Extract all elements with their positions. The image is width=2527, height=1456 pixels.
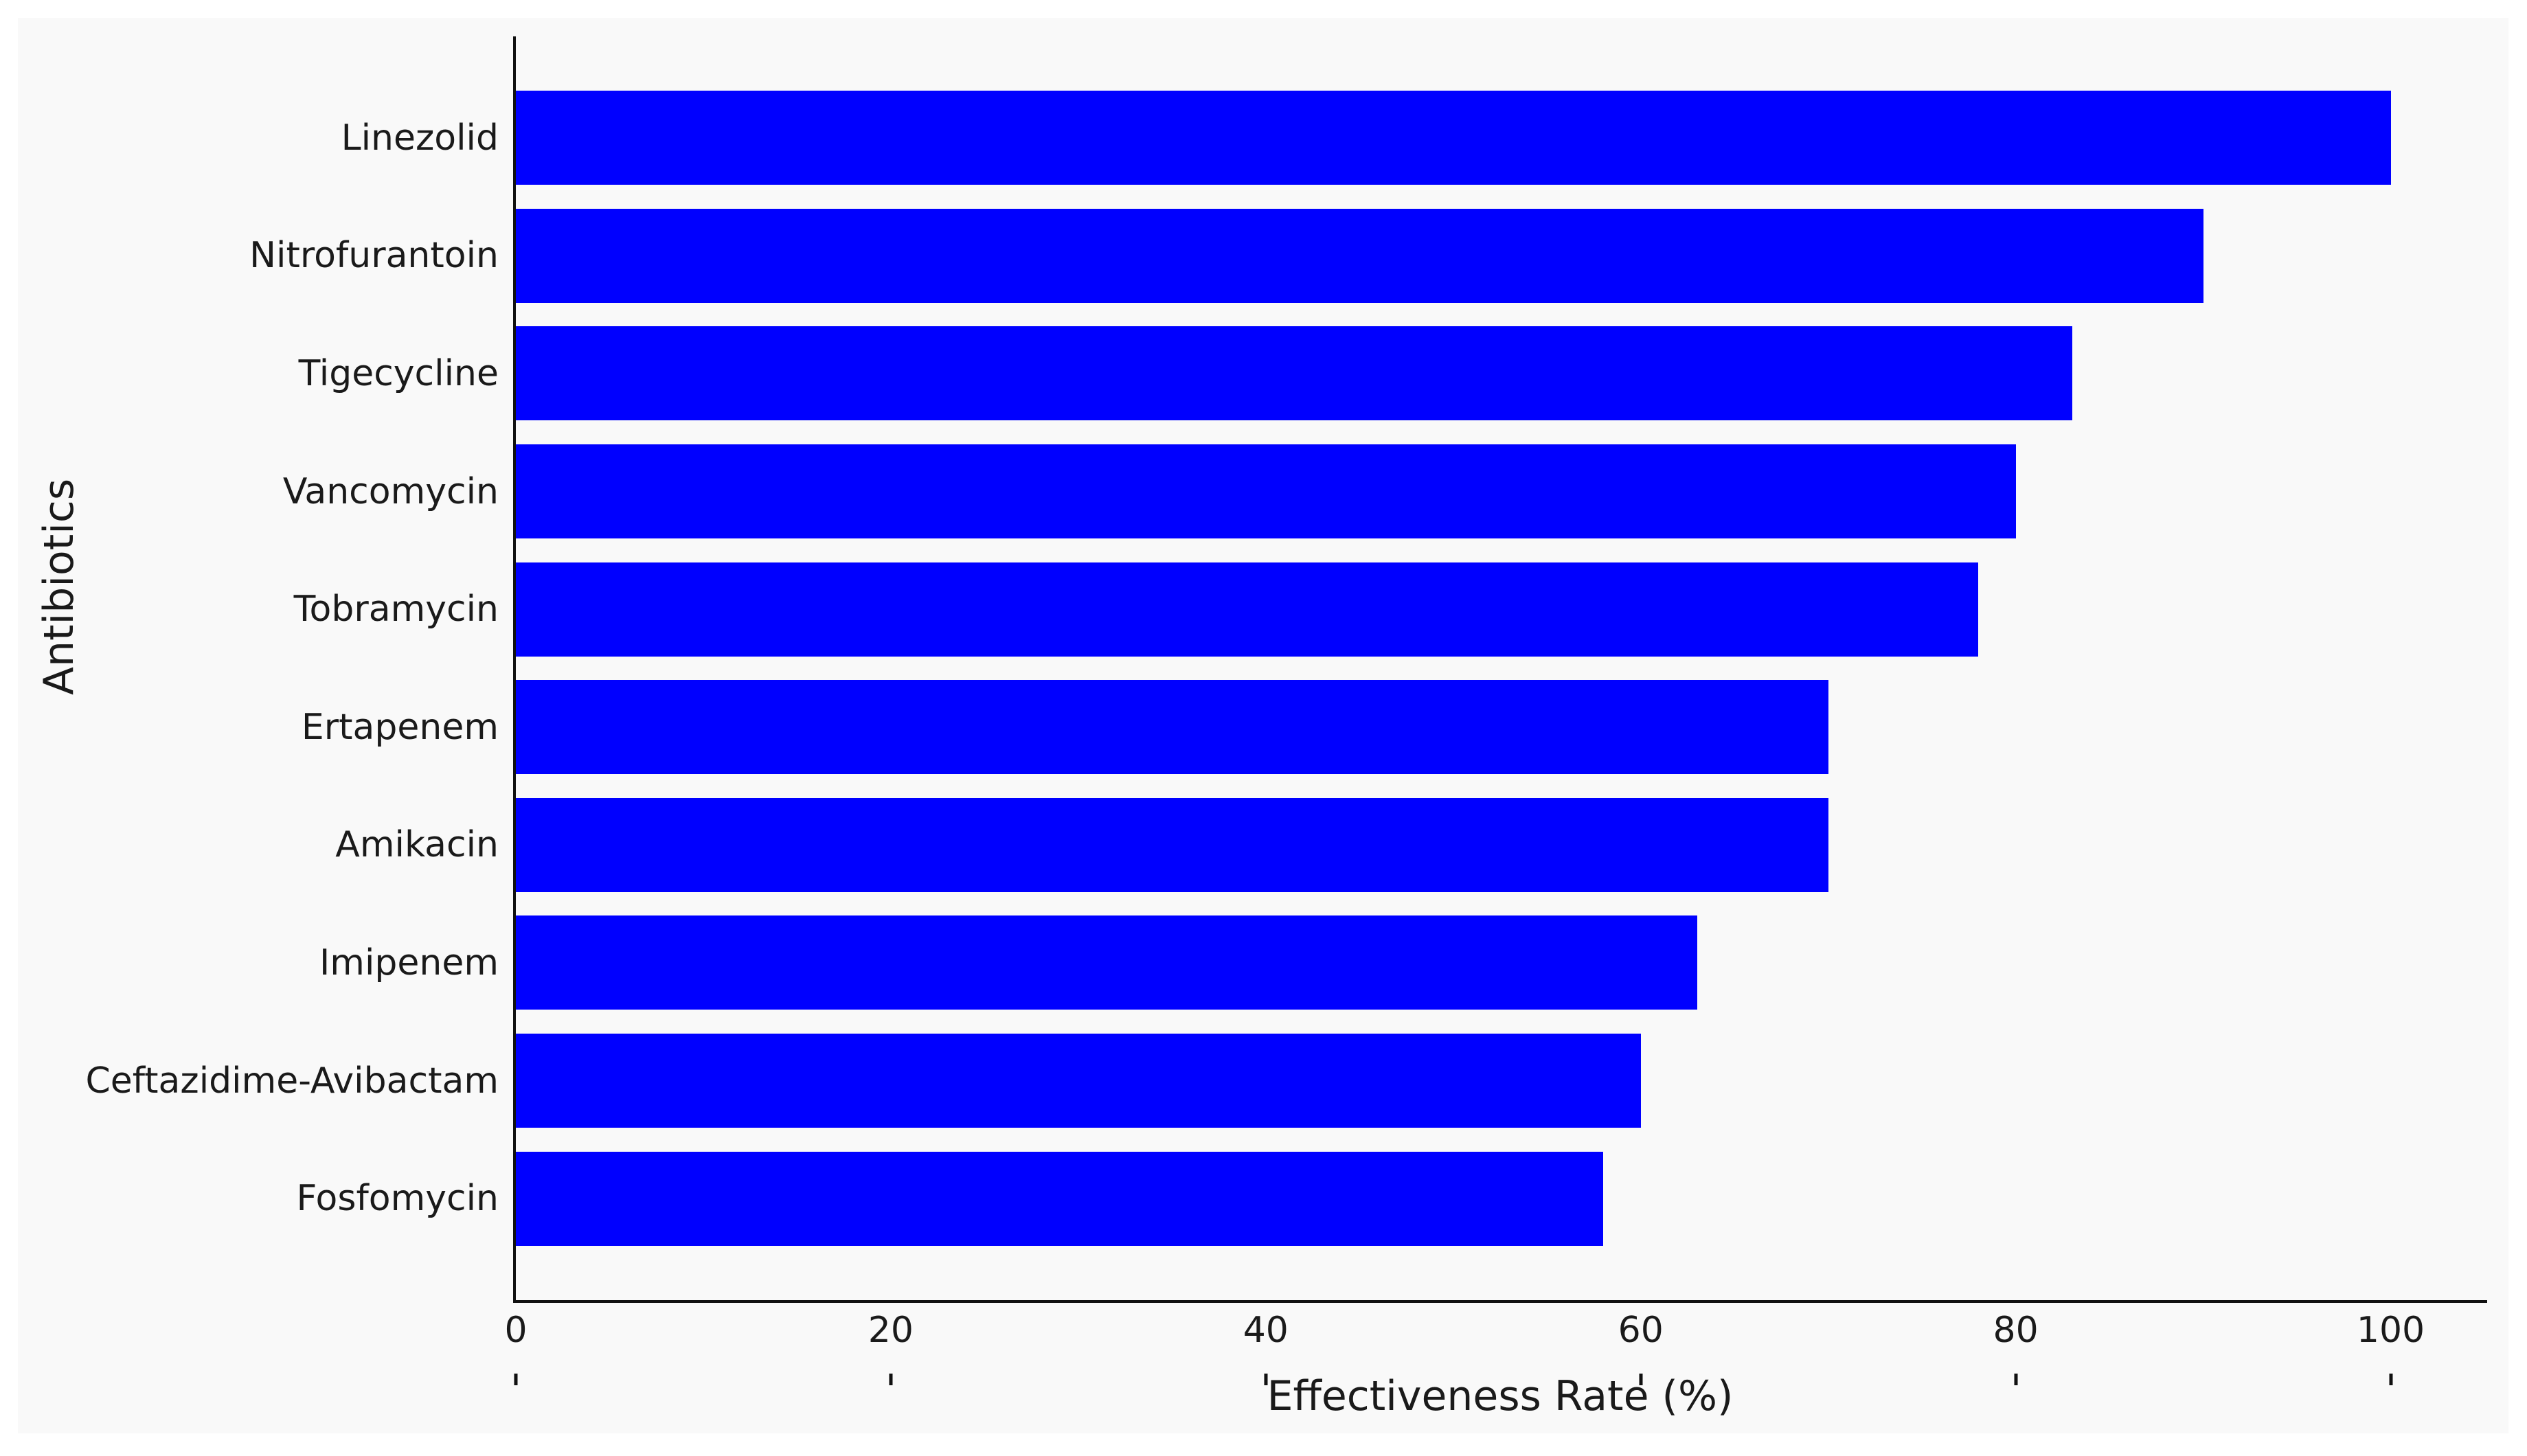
bar bbox=[516, 91, 2391, 185]
bar-row: Ertapenem bbox=[302, 668, 2484, 786]
x-tick-label: 100 bbox=[2356, 1310, 2425, 1351]
category-label: Ertapenem bbox=[301, 706, 499, 748]
bar-row: Imipenem bbox=[319, 904, 2484, 1022]
x-tick-mark bbox=[2014, 1374, 2018, 1385]
category-label: Linezolid bbox=[341, 117, 499, 159]
category-label: Fosfomycin bbox=[296, 1178, 499, 1220]
x-tick-mark bbox=[1264, 1374, 1268, 1385]
x-tick-label: 60 bbox=[1618, 1310, 1664, 1351]
bar bbox=[516, 562, 1979, 657]
category-label: Tigecycline bbox=[298, 352, 499, 394]
category-label: Nitrofurantoin bbox=[249, 235, 499, 277]
plot-area: Linezolid Nitrofurantoin Tigecycline Vancom… bbox=[85, 36, 2484, 1385]
category-label: Imipenem bbox=[319, 942, 499, 983]
x-tick-mark bbox=[514, 1374, 518, 1385]
category-label: Amikacin bbox=[335, 824, 499, 866]
bar-row: Amikacin bbox=[335, 786, 2484, 905]
x-tick-labels: 0 20 40 60 80 100 bbox=[504, 1310, 2484, 1358]
bar-row: Ceftazidime-Avibactam bbox=[85, 1022, 2484, 1140]
bar-chart-figure: Linezolid Nitrofurantoin Tigecycline Vancom… bbox=[18, 18, 2508, 1433]
bar bbox=[516, 1151, 1604, 1246]
x-tick-mark bbox=[1639, 1374, 1643, 1385]
bar-row: Nitrofurantoin bbox=[249, 197, 2484, 315]
bar bbox=[516, 915, 1697, 1010]
bar bbox=[516, 680, 1828, 775]
bar bbox=[516, 444, 2016, 539]
bar-row: Fosfomycin bbox=[296, 1139, 2484, 1258]
bar bbox=[516, 1034, 1641, 1128]
bar bbox=[516, 208, 2203, 303]
x-tick-mark bbox=[2389, 1374, 2393, 1385]
bar-row: Vancomycin bbox=[283, 433, 2484, 551]
y-axis-title: Antibiotics bbox=[35, 478, 83, 695]
bar-row: Tigecycline bbox=[299, 315, 2484, 433]
x-axis-title: Effectiveness Rate (%) bbox=[1267, 1372, 1734, 1420]
bar-row: Tobramycin bbox=[294, 550, 2484, 668]
bar-row: Linezolid bbox=[341, 79, 2484, 197]
x-tick-label: 40 bbox=[1243, 1310, 1289, 1351]
bar bbox=[516, 326, 2072, 421]
bar bbox=[516, 797, 1828, 892]
x-tick-label: 20 bbox=[868, 1310, 914, 1351]
x-tick-label: 0 bbox=[504, 1310, 528, 1351]
category-label: Tobramycin bbox=[293, 589, 499, 630]
y-axis-spine bbox=[513, 36, 516, 1303]
x-tick-mark bbox=[889, 1374, 893, 1385]
category-label: Ceftazidime-Avibactam bbox=[85, 1060, 499, 1102]
category-label: Vancomycin bbox=[282, 470, 499, 512]
x-axis-spine bbox=[513, 1300, 2487, 1303]
x-tick-label: 80 bbox=[1993, 1310, 2039, 1351]
